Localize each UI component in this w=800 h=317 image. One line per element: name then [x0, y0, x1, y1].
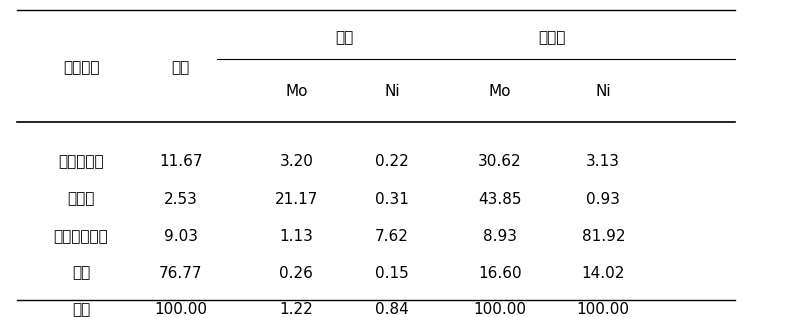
Text: 产品名称: 产品名称	[63, 60, 99, 75]
Text: 0.26: 0.26	[279, 266, 314, 281]
Text: Ni: Ni	[384, 84, 400, 100]
Text: 产率: 产率	[172, 60, 190, 75]
Text: 100.00: 100.00	[577, 302, 630, 317]
Text: 100.00: 100.00	[154, 302, 207, 317]
Text: 品位: 品位	[335, 30, 354, 45]
Text: 8.93: 8.93	[482, 229, 517, 244]
Text: 0.15: 0.15	[375, 266, 409, 281]
Text: 原矿: 原矿	[72, 302, 90, 317]
Text: 回收率: 回收率	[538, 30, 565, 45]
Text: 81.92: 81.92	[582, 229, 625, 244]
Text: 3.20: 3.20	[279, 154, 314, 169]
Text: 含碳馒精矿: 含碳馒精矿	[58, 154, 104, 169]
Text: 7.62: 7.62	[375, 229, 409, 244]
Text: 0.84: 0.84	[375, 302, 409, 317]
Text: 14.02: 14.02	[582, 266, 625, 281]
Text: 1.22: 1.22	[279, 302, 314, 317]
Text: 16.60: 16.60	[478, 266, 522, 281]
Text: 21.17: 21.17	[274, 191, 318, 207]
Text: Mo: Mo	[285, 84, 308, 100]
Text: Mo: Mo	[489, 84, 511, 100]
Text: 鈥馒混合精矿: 鈥馒混合精矿	[54, 229, 109, 244]
Text: 0.31: 0.31	[375, 191, 409, 207]
Text: 0.22: 0.22	[375, 154, 409, 169]
Text: 30.62: 30.62	[478, 154, 522, 169]
Text: 1.13: 1.13	[279, 229, 314, 244]
Text: 0.93: 0.93	[586, 191, 620, 207]
Text: 43.85: 43.85	[478, 191, 522, 207]
Text: 76.77: 76.77	[159, 266, 202, 281]
Text: 9.03: 9.03	[164, 229, 198, 244]
Text: 尾矿: 尾矿	[72, 266, 90, 281]
Text: 2.53: 2.53	[164, 191, 198, 207]
Text: 3.13: 3.13	[586, 154, 620, 169]
Text: 馒精矿: 馒精矿	[67, 191, 94, 207]
Text: 11.67: 11.67	[159, 154, 202, 169]
Text: Ni: Ni	[595, 84, 611, 100]
Text: 100.00: 100.00	[473, 302, 526, 317]
